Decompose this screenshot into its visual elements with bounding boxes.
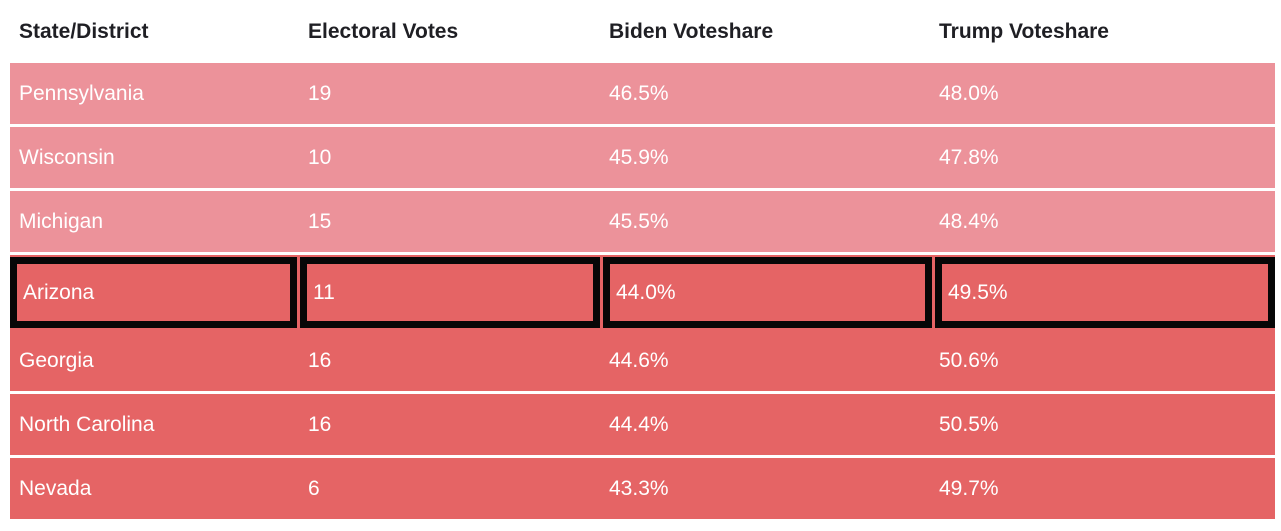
cell-electoral-votes: 15 <box>308 209 332 233</box>
cell-trump-voteshare: 49.7% <box>939 476 999 500</box>
cell-state: Georgia <box>19 348 94 372</box>
cell-biden-voteshare: 45.9% <box>609 145 669 169</box>
cell-biden-voteshare[interactable]: 44.0% <box>603 257 932 328</box>
cell-state: Nevada <box>19 476 92 500</box>
cell-biden-voteshare: 44.6% <box>609 348 669 372</box>
cell-state: Pennsylvania <box>19 81 144 105</box>
table-row-wisconsin: Wisconsin 10 45.9% 47.8% <box>10 127 1275 188</box>
table-row-nevada: Nevada 6 43.3% 49.7% <box>10 458 1275 519</box>
cell-biden-voteshare: 45.5% <box>609 209 669 233</box>
table-row-michigan: Michigan 15 45.5% 48.4% <box>10 191 1275 252</box>
cell-trump-voteshare: 48.4% <box>939 209 999 233</box>
table-row-north-carolina: North Carolina 16 44.4% 50.5% <box>10 394 1275 455</box>
column-header-state-district: State/District <box>19 19 149 43</box>
cell-trump-voteshare[interactable]: 49.5% <box>935 257 1275 328</box>
cell-electoral-votes: 16 <box>308 412 332 436</box>
cell-state[interactable]: Arizona <box>10 257 297 328</box>
table-row-arizona-highlighted[interactable]: Arizona 11 44.0% 49.5% <box>10 255 1275 330</box>
cell-electoral-votes: 6 <box>308 476 320 500</box>
cell-trump-voteshare: 50.6% <box>939 348 999 372</box>
cell-trump-voteshare: 50.5% <box>939 412 999 436</box>
column-header-biden-voteshare: Biden Voteshare <box>609 19 774 43</box>
cell-electoral-votes: 10 <box>308 145 332 169</box>
cell-electoral-votes: 16 <box>308 348 332 372</box>
cell-trump-voteshare: 47.8% <box>939 145 999 169</box>
table-row-pennsylvania: Pennsylvania 19 46.5% 48.0% <box>10 63 1275 124</box>
cell-biden-voteshare: 44.4% <box>609 412 669 436</box>
column-header-electoral-votes: Electoral Votes <box>308 19 459 43</box>
column-header-trump-voteshare: Trump Voteshare <box>939 19 1109 43</box>
cell-biden-voteshare: 43.3% <box>609 476 669 500</box>
table-row-georgia: Georgia 16 44.6% 50.6% <box>10 330 1275 391</box>
cell-biden-voteshare: 46.5% <box>609 81 669 105</box>
cell-state: Michigan <box>19 209 104 233</box>
cell-electoral-votes: 19 <box>308 81 332 105</box>
cell-state: Wisconsin <box>19 145 115 169</box>
table-header-row: State/District Electoral Votes Biden Vot… <box>10 0 1275 63</box>
cell-trump-voteshare: 48.0% <box>939 81 999 105</box>
cell-electoral-votes[interactable]: 11 <box>300 257 600 328</box>
cell-state: North Carolina <box>19 412 155 436</box>
voteshare-table: State/District Electoral Votes Biden Vot… <box>10 0 1275 522</box>
